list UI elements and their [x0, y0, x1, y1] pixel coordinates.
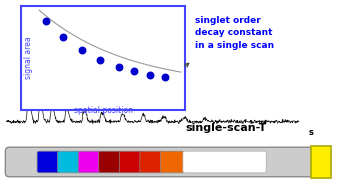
FancyBboxPatch shape: [78, 151, 102, 173]
Text: spatial position: spatial position: [73, 106, 133, 115]
FancyBboxPatch shape: [5, 147, 313, 177]
Point: [163, 76, 168, 79]
Text: signal area: signal area: [24, 37, 33, 79]
Point: [61, 36, 66, 39]
FancyBboxPatch shape: [119, 151, 143, 173]
Text: singlet order
decay constant
in a single scan: singlet order decay constant in a single…: [195, 16, 274, 50]
FancyBboxPatch shape: [37, 151, 61, 173]
FancyBboxPatch shape: [99, 151, 122, 173]
Point: [44, 19, 49, 22]
Text: s: s: [309, 128, 314, 137]
FancyBboxPatch shape: [140, 151, 163, 173]
Point: [131, 70, 137, 73]
Point: [79, 49, 84, 52]
FancyBboxPatch shape: [311, 146, 331, 178]
Point: [97, 58, 103, 61]
FancyBboxPatch shape: [183, 151, 266, 173]
Point: [147, 73, 152, 76]
FancyBboxPatch shape: [160, 151, 184, 173]
Text: single-scan-T: single-scan-T: [185, 122, 266, 132]
Point: [116, 65, 121, 68]
FancyBboxPatch shape: [58, 151, 81, 173]
FancyBboxPatch shape: [21, 6, 185, 110]
